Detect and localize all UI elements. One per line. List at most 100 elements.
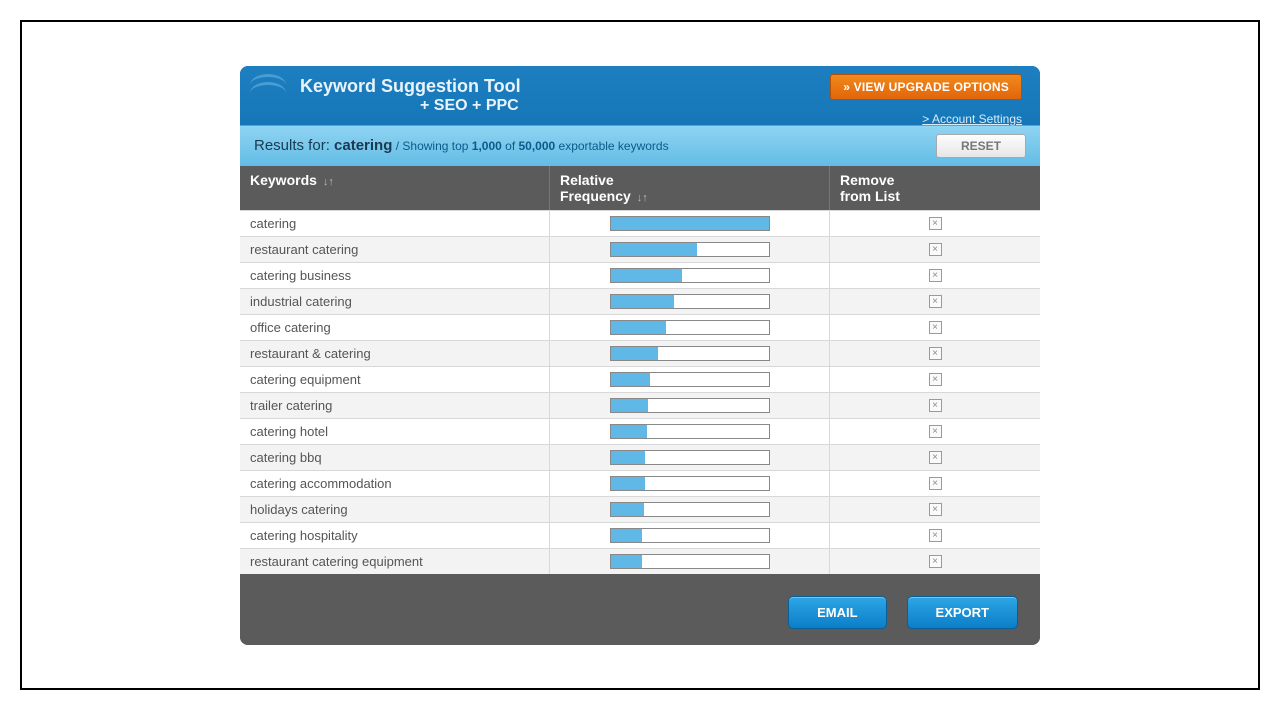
export-button[interactable]: EXPORT bbox=[907, 596, 1018, 629]
frequency-bar-fill bbox=[611, 217, 769, 230]
remove-icon[interactable]: × bbox=[929, 321, 942, 334]
keyword-cell: catering business bbox=[240, 263, 550, 288]
frequency-bar-fill bbox=[611, 373, 651, 386]
remove-cell: × bbox=[830, 237, 1040, 262]
results-meta: / Showing top 1,000 of 50,000 exportable… bbox=[392, 139, 668, 153]
frequency-bar-fill bbox=[611, 295, 674, 308]
table-header: Keywords ↓↑ Relative Frequency ↓↑ Remove… bbox=[240, 166, 1040, 210]
table-body: catering×restaurant catering × catering bu… bbox=[240, 210, 1040, 574]
account-settings-link[interactable]: > Account Settings bbox=[830, 112, 1022, 126]
reset-button[interactable]: RESET bbox=[936, 134, 1026, 158]
remove-cell: × bbox=[830, 263, 1040, 288]
keyword-cell: catering accommodation bbox=[240, 471, 550, 496]
remove-icon[interactable]: × bbox=[929, 295, 942, 308]
keyword-cell: restaurant & catering bbox=[240, 341, 550, 366]
remove-cell: × bbox=[830, 211, 1040, 236]
frequency-cell bbox=[550, 419, 830, 444]
frequency-cell bbox=[550, 393, 830, 418]
keyword-cell: catering bbq bbox=[240, 445, 550, 470]
frequency-bar bbox=[610, 242, 770, 257]
remove-icon[interactable]: × bbox=[929, 555, 942, 568]
frequency-cell bbox=[550, 211, 830, 236]
table-row: restaurant & catering × bbox=[240, 340, 1040, 366]
remove-icon[interactable]: × bbox=[929, 425, 942, 438]
keyword-cell: holidays catering bbox=[240, 497, 550, 522]
frequency-cell bbox=[550, 237, 830, 262]
frequency-cell bbox=[550, 289, 830, 314]
view-upgrade-button[interactable]: » VIEW UPGRADE OPTIONS bbox=[830, 74, 1022, 100]
remove-icon[interactable]: × bbox=[929, 217, 942, 230]
remove-cell: × bbox=[830, 341, 1040, 366]
col-header-keywords[interactable]: Keywords ↓↑ bbox=[240, 166, 550, 210]
remove-icon[interactable]: × bbox=[929, 269, 942, 282]
table-row: catering hospitality× bbox=[240, 522, 1040, 548]
table-row: restaurant catering equipment × bbox=[240, 548, 1040, 574]
table-row: industrial catering × bbox=[240, 288, 1040, 314]
col-header-remove: Remove from List bbox=[830, 166, 1040, 210]
frequency-bar-fill bbox=[611, 399, 649, 412]
remove-icon[interactable]: × bbox=[929, 399, 942, 412]
frequency-bar-fill bbox=[611, 243, 698, 256]
frequency-cell bbox=[550, 549, 830, 574]
frequency-bar bbox=[610, 476, 770, 491]
table-scroll[interactable]: catering×restaurant catering × catering bu… bbox=[240, 210, 1040, 580]
frequency-bar bbox=[610, 268, 770, 283]
frequency-bar bbox=[610, 528, 770, 543]
frequency-bar bbox=[610, 346, 770, 361]
remove-cell: × bbox=[830, 445, 1040, 470]
keyword-cell: office catering bbox=[240, 315, 550, 340]
email-button[interactable]: EMAIL bbox=[788, 596, 886, 629]
table-row: holidays catering × bbox=[240, 496, 1040, 522]
remove-icon[interactable]: × bbox=[929, 451, 942, 464]
frequency-cell bbox=[550, 341, 830, 366]
remove-icon[interactable]: × bbox=[929, 373, 942, 386]
remove-cell: × bbox=[830, 523, 1040, 548]
frequency-cell bbox=[550, 445, 830, 470]
keyword-cell: restaurant catering equipment bbox=[240, 549, 550, 574]
remove-cell: × bbox=[830, 549, 1040, 574]
frequency-cell bbox=[550, 523, 830, 548]
remove-icon[interactable]: × bbox=[929, 347, 942, 360]
panel-header: Keyword Suggestion Tool + SEO + PPC » VI… bbox=[240, 66, 1040, 125]
frequency-bar-fill bbox=[611, 321, 666, 334]
frequency-bar bbox=[610, 424, 770, 439]
keyword-tool-panel: Keyword Suggestion Tool + SEO + PPC » VI… bbox=[240, 66, 1040, 645]
keyword-cell: industrial catering bbox=[240, 289, 550, 314]
table-row: catering hotel× bbox=[240, 418, 1040, 444]
remove-icon[interactable]: × bbox=[929, 243, 942, 256]
frequency-cell bbox=[550, 497, 830, 522]
results-text: Results for: catering / Showing top 1,00… bbox=[254, 137, 669, 154]
remove-cell: × bbox=[830, 393, 1040, 418]
remove-icon[interactable]: × bbox=[929, 477, 942, 490]
frequency-bar bbox=[610, 372, 770, 387]
frequency-bar bbox=[610, 294, 770, 309]
remove-icon[interactable]: × bbox=[929, 503, 942, 516]
keyword-cell: trailer catering bbox=[240, 393, 550, 418]
frequency-cell bbox=[550, 471, 830, 496]
results-prefix: Results for: bbox=[254, 137, 334, 154]
wave-logo-icon bbox=[250, 74, 286, 96]
panel-footer: EMAIL EXPORT bbox=[240, 580, 1040, 645]
table-row: catering× bbox=[240, 210, 1040, 236]
table-row: restaurant catering × bbox=[240, 236, 1040, 262]
frequency-bar-fill bbox=[611, 425, 647, 438]
col-header-frequency[interactable]: Relative Frequency ↓↑ bbox=[550, 166, 830, 210]
frequency-bar bbox=[610, 320, 770, 335]
results-query: catering bbox=[334, 137, 392, 154]
remove-cell: × bbox=[830, 497, 1040, 522]
keyword-cell: restaurant catering bbox=[240, 237, 550, 262]
frequency-bar-fill bbox=[611, 529, 643, 542]
frequency-bar-fill bbox=[611, 555, 643, 568]
remove-cell: × bbox=[830, 367, 1040, 392]
results-bar: Results for: catering / Showing top 1,00… bbox=[240, 125, 1040, 166]
table-row: office catering × bbox=[240, 314, 1040, 340]
keyword-cell: catering equipment bbox=[240, 367, 550, 392]
frequency-cell bbox=[550, 315, 830, 340]
remove-icon[interactable]: × bbox=[929, 529, 942, 542]
frequency-bar-fill bbox=[611, 503, 644, 516]
frequency-bar-fill bbox=[611, 477, 646, 490]
header-right: » VIEW UPGRADE OPTIONS > Account Setting… bbox=[830, 74, 1022, 126]
frequency-bar bbox=[610, 554, 770, 569]
remove-cell: × bbox=[830, 289, 1040, 314]
frequency-bar-fill bbox=[611, 269, 682, 282]
